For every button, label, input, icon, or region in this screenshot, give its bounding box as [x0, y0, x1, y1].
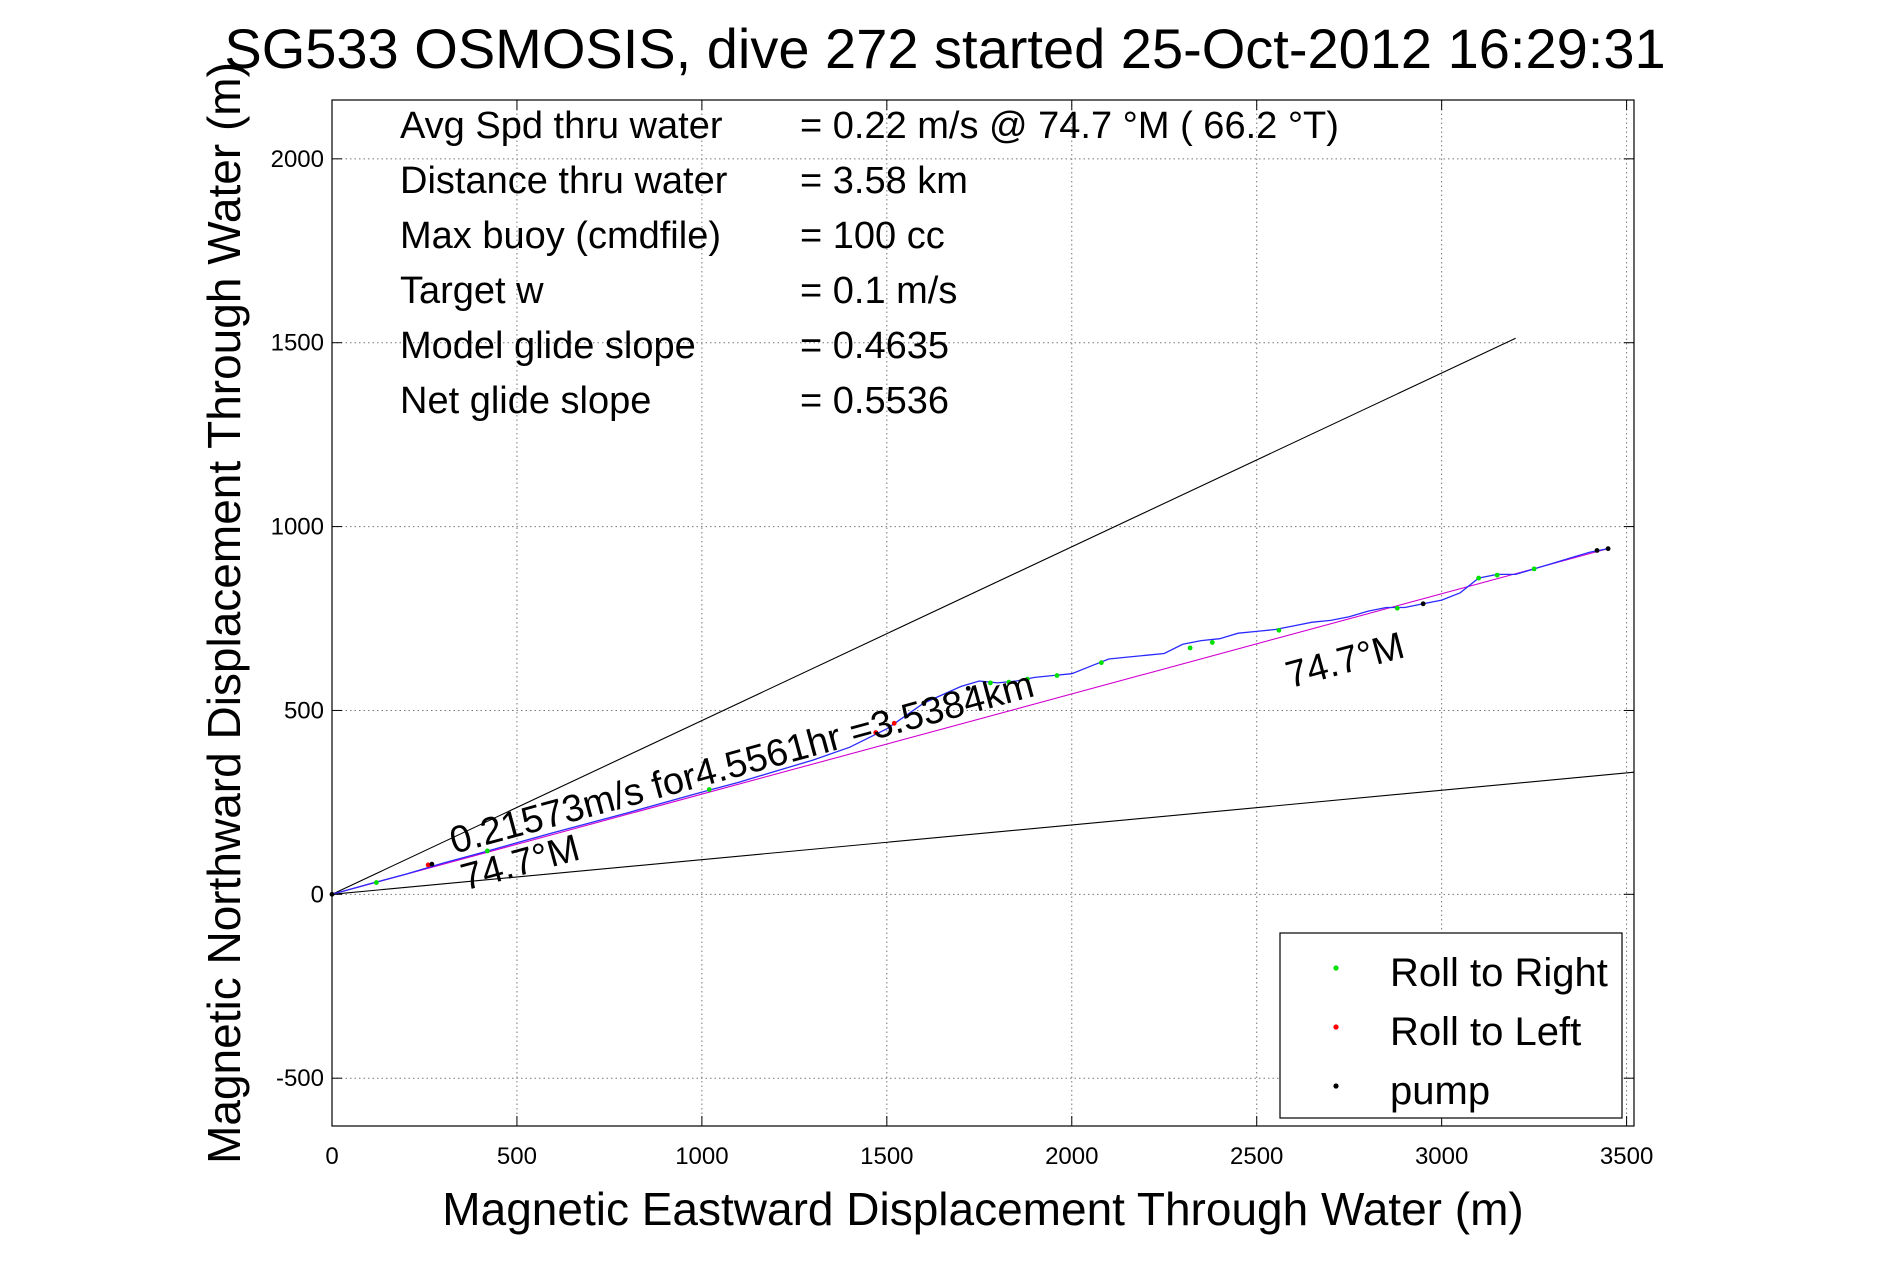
legend-entry: Roll to Left [1390, 1010, 1581, 1054]
point-roll-to-left [873, 730, 879, 735]
point-roll-to-right [1276, 627, 1282, 633]
point-roll-to-right [373, 880, 379, 885]
point-roll-to-right [1394, 605, 1400, 611]
stat-label: Max buoy (cmdfile) [400, 215, 721, 257]
data-points [329, 546, 1611, 897]
y-tick-label: 1500 [271, 330, 324, 357]
stat-value: = 0.5536 [800, 380, 949, 422]
stat-label: Target w [400, 270, 544, 312]
grid [331, 100, 1634, 1126]
stat-value: = 0.1 m/s [800, 270, 957, 312]
point-roll-to-right [706, 787, 712, 792]
reference-lines [331, 337, 1635, 895]
point-pump [1420, 601, 1426, 607]
x-tick-label: 500 [497, 1143, 537, 1170]
y-axis-ticks: -500 0 500 1000 1500 2000 [271, 146, 1634, 1092]
y-tick-label: -500 [276, 1065, 324, 1092]
stat-value: = 3.58 km [800, 160, 968, 202]
point-pump [965, 685, 971, 691]
x-axis-label: Magnetic Eastward Displacement Through W… [442, 1183, 1523, 1235]
stat-value: = 0.22 m/s @ 74.7 °M ( 66.2 °T) [800, 105, 1339, 147]
y-tick-label: 500 [284, 697, 324, 724]
chart-title: SG533 OSMOSIS, dive 272 started 25-Oct-2… [224, 17, 1665, 80]
legend-entry: Roll to Right [1390, 951, 1608, 995]
y-tick-label: 0 [311, 881, 324, 908]
point-roll-to-right [1024, 676, 1030, 682]
legend-marker [1333, 1024, 1339, 1030]
legend-entry: pump [1390, 1069, 1490, 1113]
stats-block: Avg Spd thru water = 0.22 m/s @ 74.7 °M (… [400, 105, 1339, 422]
y-tick-label: 2000 [271, 146, 324, 173]
x-tick-label: 2500 [1230, 1143, 1283, 1170]
point-roll-to-right [1531, 566, 1537, 572]
point-roll-to-right [1476, 575, 1482, 581]
legend-marker [1333, 965, 1339, 971]
x-tick-label: 3500 [1600, 1143, 1653, 1170]
point-roll-to-left [891, 720, 897, 726]
point-roll-to-right [484, 848, 490, 854]
stat-label: Avg Spd thru water [400, 105, 723, 147]
legend-marker [1333, 1083, 1339, 1089]
point-roll-to-right [1209, 640, 1215, 645]
plot-frame [331, 99, 1635, 1127]
point-roll-to-right [1098, 660, 1104, 666]
glide-envelope-line [331, 771, 1635, 895]
x-tick-label: 1000 [675, 1143, 728, 1170]
point-roll-to-right [1006, 679, 1012, 685]
track [331, 547, 1609, 895]
x-tick-label: 3000 [1415, 1143, 1468, 1170]
point-pump [429, 861, 435, 867]
point-pump [921, 700, 927, 706]
x-axis-ticks: 0 500 1000 1500 2000 2500 3000 3500 [325, 100, 1653, 1170]
x-tick-label: 0 [325, 1143, 338, 1170]
point-pump [1594, 548, 1600, 553]
point-roll-to-right [1187, 645, 1193, 651]
point-roll-to-right [987, 680, 993, 686]
stat-label: Model glide slope [400, 325, 696, 367]
glide-envelope-line [331, 337, 1516, 895]
point-roll-to-left [425, 862, 431, 868]
stat-label: Distance thru water [400, 160, 728, 202]
point-roll-to-right [1054, 673, 1060, 678]
stat-label: Net glide slope [400, 380, 651, 422]
track-line [331, 547, 1609, 895]
net-heading-line [331, 548, 1609, 895]
x-tick-label: 2000 [1045, 1143, 1098, 1170]
stat-value: = 0.4635 [800, 325, 949, 367]
y-axis-label: Magnetic Northward Displacement Through … [198, 62, 250, 1164]
stat-value: = 100 cc [800, 215, 945, 257]
point-pump [1605, 546, 1611, 552]
y-tick-label: 1000 [271, 514, 324, 541]
legend: Roll to Right Roll to Left pump [1279, 932, 1623, 1119]
x-tick-label: 1500 [860, 1143, 913, 1170]
point-roll-to-right [1494, 572, 1500, 578]
